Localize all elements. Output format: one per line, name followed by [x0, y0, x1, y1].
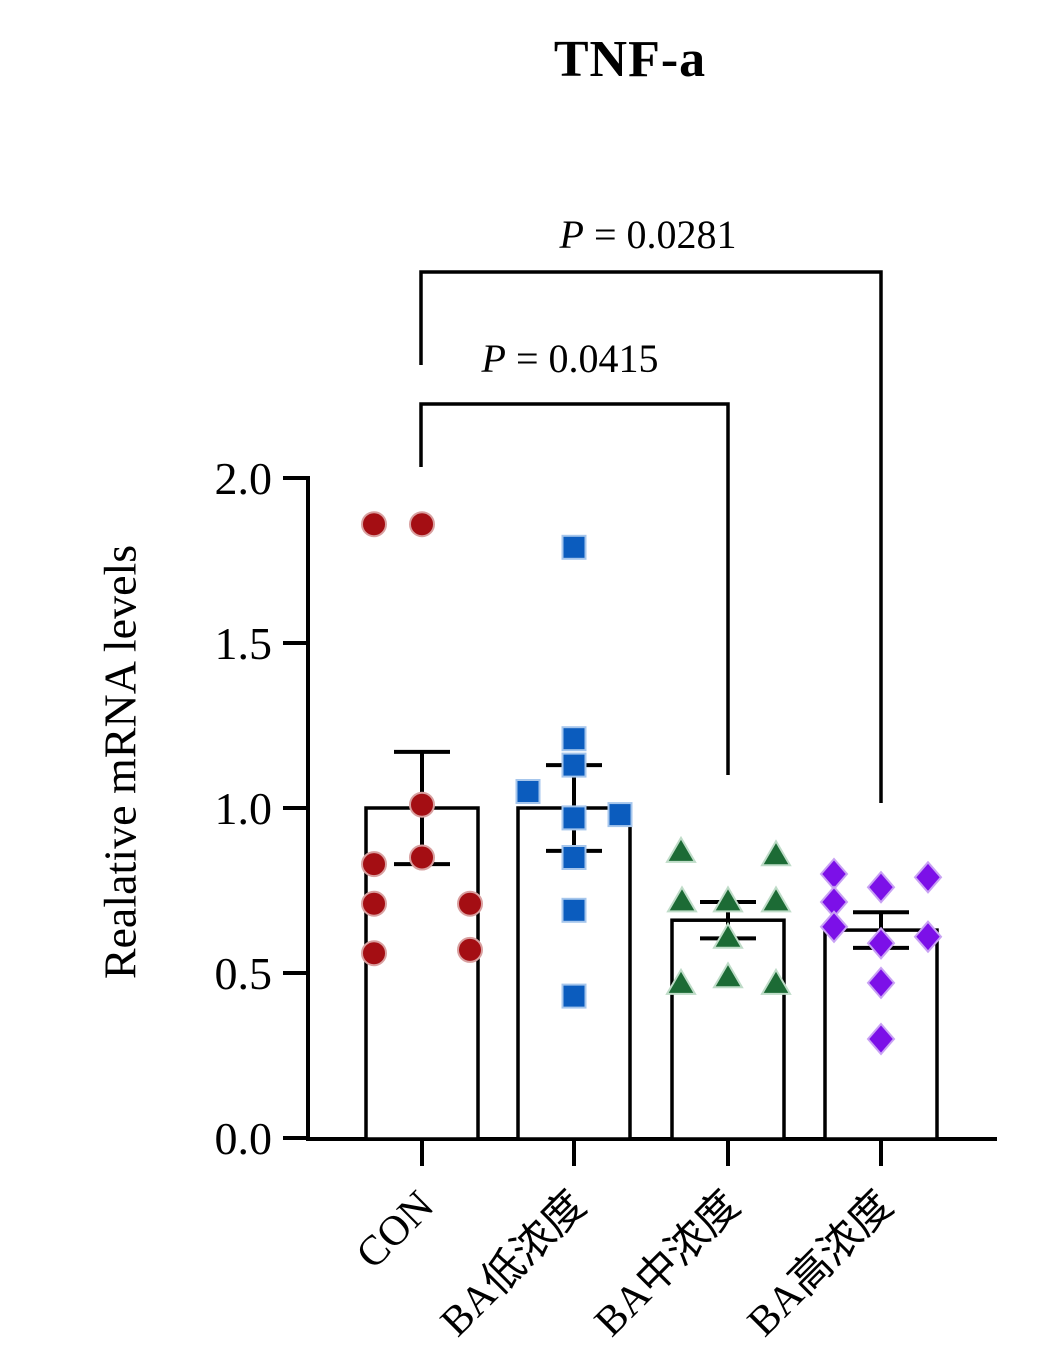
p-value-label: P = 0.0415	[481, 336, 659, 381]
data-point	[561, 897, 587, 923]
y-tick-label: 2.0	[215, 453, 273, 504]
significance-bracket	[419, 270, 883, 803]
x-tick-label: CON	[348, 1183, 443, 1278]
data-point	[561, 752, 587, 778]
data-point	[409, 511, 435, 538]
data-point	[913, 860, 943, 894]
data-point	[712, 921, 744, 949]
data-point	[607, 802, 633, 828]
p-value-label: P = 0.0281	[559, 212, 737, 257]
data-point	[665, 967, 697, 995]
data-point	[866, 870, 896, 904]
significance-bracket	[419, 402, 730, 775]
data-point	[760, 967, 792, 995]
data-point	[866, 1022, 896, 1056]
data-point	[361, 890, 387, 917]
data-point	[561, 983, 587, 1009]
chart-title: TNF-a	[553, 31, 707, 88]
data-point	[409, 791, 435, 818]
data-point	[819, 910, 849, 944]
x-tick-label: BA高浓度	[739, 1183, 902, 1346]
data-point	[561, 805, 587, 831]
data-point	[561, 726, 587, 752]
data-point	[819, 857, 849, 891]
data-point	[561, 534, 587, 560]
data-point	[457, 890, 483, 917]
data-point	[712, 961, 744, 989]
data-point	[712, 885, 744, 913]
x-tick-label: BA中浓度	[586, 1183, 749, 1346]
data-point	[913, 920, 943, 954]
x-tick-label: BA低浓度	[432, 1183, 595, 1346]
data-point	[666, 885, 698, 913]
y-tick-label: 0.5	[215, 948, 273, 999]
data-point	[515, 779, 541, 804]
data-point	[361, 940, 387, 967]
data-point	[665, 835, 697, 863]
data-point	[361, 851, 387, 878]
data-point	[361, 511, 387, 538]
data-point	[409, 844, 435, 871]
y-tick-label: 0.0	[215, 1113, 273, 1164]
data-point	[760, 839, 792, 867]
data-point	[457, 936, 483, 963]
data-point	[760, 885, 792, 913]
y-tick-label: 1.0	[215, 783, 273, 834]
data-point	[866, 966, 896, 1000]
data-point	[866, 926, 896, 960]
data-point	[561, 845, 587, 870]
bar	[670, 918, 786, 1141]
y-tick-label: 1.5	[215, 618, 273, 669]
